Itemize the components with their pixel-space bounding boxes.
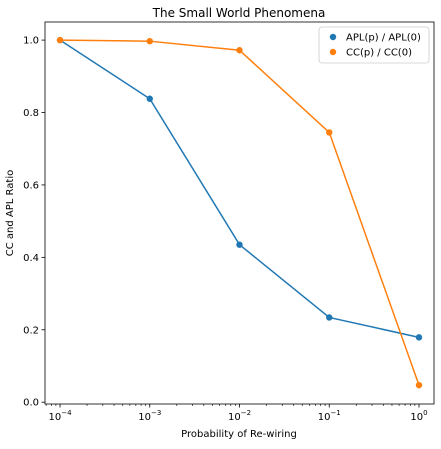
chart-title: The Small World Phenomena xyxy=(152,6,326,20)
legend-frame xyxy=(318,26,430,64)
x-tick-exponent: 0 xyxy=(423,409,427,417)
y-tick-label: 0.0 xyxy=(23,398,39,409)
x-tick-base: 10 xyxy=(228,412,241,423)
legend: APL(p) / APL(0) CC(p) / CC(0) xyxy=(318,26,430,64)
legend-label: CC(p) / CC(0) xyxy=(346,48,412,59)
x-tick-label: 100 xyxy=(410,409,427,423)
x-tick-base: 10 xyxy=(138,412,151,423)
x-tick-exponent: −2 xyxy=(241,409,251,417)
plot-area xyxy=(56,36,423,389)
x-tick-base: 10 xyxy=(410,412,423,423)
series-0-point xyxy=(146,95,153,102)
y-tick-label: 0.4 xyxy=(23,253,39,264)
legend-marker xyxy=(329,48,337,56)
axes-frame xyxy=(44,21,435,405)
x-tick-label: 10−3 xyxy=(138,409,161,423)
x-tick-label: 10−1 xyxy=(318,409,341,423)
x-tick-label: 10−4 xyxy=(48,409,72,423)
x-tick-exponent: −1 xyxy=(330,409,340,417)
x-tick-exponent: −4 xyxy=(61,409,72,417)
x-axis-label: Probability of Re-wiring xyxy=(181,429,297,440)
legend-marker xyxy=(329,33,337,41)
x-axis: 10−4 10−3 10−2 10−1 100 xyxy=(45,404,428,423)
series-line-0 xyxy=(59,39,420,339)
x-tick-exponent: −3 xyxy=(151,409,161,417)
y-tick-label: 0.6 xyxy=(23,180,39,191)
y-tick-label: 0.8 xyxy=(23,108,39,119)
x-tick-base: 10 xyxy=(48,412,61,423)
series-0-point xyxy=(326,314,333,321)
series-1-point xyxy=(326,129,333,136)
series-0-point xyxy=(415,334,423,341)
series-1-point xyxy=(146,37,153,45)
x-tick-base: 10 xyxy=(318,412,331,423)
y-axis: 0.0 0.2 0.4 0.6 0.8 1.0 xyxy=(23,36,45,409)
series-1-point xyxy=(56,36,64,44)
series-1-point xyxy=(236,47,243,54)
x-tick-label: 10−2 xyxy=(228,409,251,423)
y-tick-label: 1.0 xyxy=(23,36,39,47)
y-axis-label: CC and APL Ratio xyxy=(5,170,16,256)
series-line-1 xyxy=(60,39,420,386)
y-tick-label: 0.2 xyxy=(23,325,39,336)
legend-label: APL(p) / APL(0) xyxy=(346,33,421,44)
series-0-point xyxy=(236,241,243,248)
series-1-point xyxy=(415,381,423,389)
